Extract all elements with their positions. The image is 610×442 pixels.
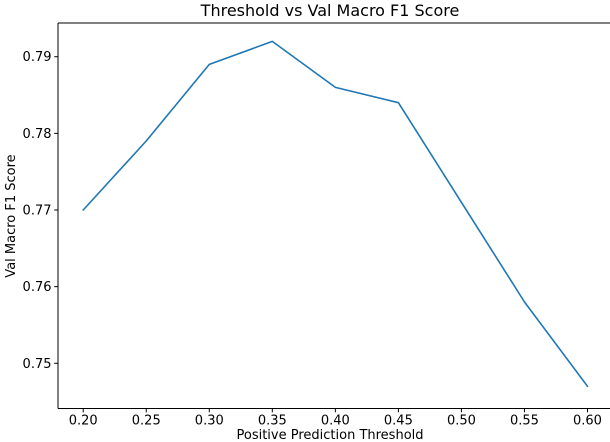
y-tick-label: 0.79: [23, 50, 52, 65]
y-axis-ticks: 0.75 0.76 0.77 0.78 0.79: [23, 50, 58, 372]
x-axis-ticks: 0.20 0.25 0.30 0.35 0.40 0.45 0.50 0.55 0.60: [69, 408, 602, 429]
x-tick-label: 0.45: [384, 414, 413, 429]
x-tick-label: 0.40: [321, 414, 350, 429]
x-tick-label: 0.55: [510, 414, 539, 429]
x-tick-label: 0.60: [573, 414, 602, 429]
y-axis-label: Val Macro F1 Score: [4, 154, 19, 277]
y-tick-label: 0.75: [23, 357, 52, 372]
x-tick-label: 0.35: [258, 414, 287, 429]
axes-spines: [57, 22, 610, 409]
f1-score-line: [82, 40, 589, 388]
y-tick-label: 0.76: [23, 280, 52, 295]
x-tick-label: 0.20: [69, 414, 98, 429]
x-tick-label: 0.30: [195, 414, 224, 429]
y-tick-label: 0.78: [23, 127, 52, 142]
x-tick-label: 0.50: [447, 414, 476, 429]
x-axis-label: Positive Prediction Threshold: [236, 428, 423, 442]
x-tick-label: 0.25: [132, 414, 161, 429]
chart-title: Threshold vs Val Macro F1 Score: [200, 1, 460, 20]
y-tick-label: 0.77: [23, 204, 52, 219]
